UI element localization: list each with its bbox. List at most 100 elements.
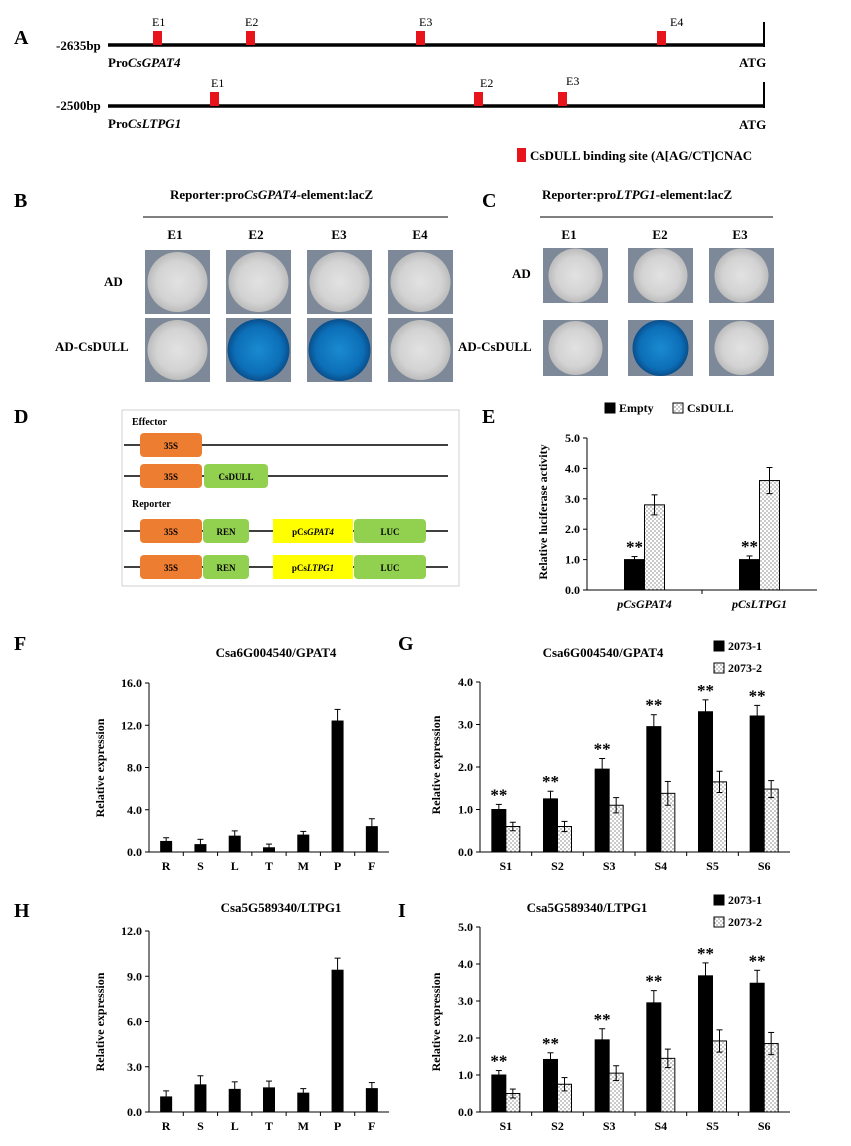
significance-mark: ** [542, 1034, 559, 1053]
bar [331, 720, 344, 853]
panel-c-plate-csdull-e1 [543, 320, 608, 376]
significance-mark: ** [645, 696, 662, 715]
x-tick-label: S6 [758, 859, 771, 873]
panel-c-row-ad-csdull: AD-CsDULL [458, 339, 532, 354]
significance-mark: ** [490, 1052, 507, 1071]
panel-c-col-e3: E3 [732, 227, 748, 242]
gpat4-site-label-e4: E4 [670, 15, 683, 29]
gpat4-site-label-e1: E1 [152, 15, 165, 29]
legend-label: 2073-1 [728, 639, 762, 653]
gpat4-stage-chart: Csa6G004540/GPAT4 Relative expression 0.0 1… [429, 639, 790, 873]
effector-csdull-35s-box [140, 464, 202, 488]
legend-swatch [713, 916, 725, 928]
construct-diagram: Effector 35S 35S CsDULL Reporter 35S REN… [121, 409, 460, 587]
x-tick-label: S5 [706, 859, 719, 873]
significance-mark: ** [626, 538, 643, 557]
significance-mark: ** [697, 681, 714, 700]
y1h-panel-gpat4: Reporter:proCsGPAT4-element:lacZ E1 E2 E… [55, 187, 453, 382]
y-tick-label: 0.0 [127, 1105, 142, 1119]
ltpg1-tissue-chart: Csa5G589340/LTPG1 Relative expression 0.0 3… [93, 900, 389, 1133]
panel-c-row-ad: AD [512, 266, 531, 281]
y-tick-label: 0.0 [458, 1105, 473, 1119]
x-tick-label: R [162, 859, 171, 873]
gpat4-atg-label: ATG [739, 55, 766, 70]
gpat4-site-e4 [657, 31, 666, 45]
luciferase-chart: Relative luciferase activity 0.0 1.0 2.0 3.0… [536, 401, 817, 611]
gpat4-start-label: -2635bp [56, 38, 101, 53]
panel-c-title: Reporter:proLTPG1-element:lacZ [542, 187, 732, 202]
reporter-ltpg1-35s-label: 35S [164, 563, 178, 573]
reporter-gpat4-promoter-box [273, 519, 353, 543]
x-tick-label: M [298, 1119, 309, 1133]
reporter-gpat4-luc-label: LUC [380, 527, 399, 537]
x-tick-label: pCsLTPG1 [731, 597, 787, 611]
gpat4-site-label-e3: E3 [419, 15, 432, 29]
y-tick-label: 5.0 [458, 920, 473, 934]
panel-letter-b: B [14, 190, 27, 212]
panel-b-col-e3: E3 [331, 227, 347, 242]
bar [698, 975, 713, 1113]
significance-mark: ** [542, 772, 559, 791]
y-tick-label: 1.0 [565, 553, 580, 567]
reporter-gpat4-promoter-label: pCsGPAT4 [292, 527, 334, 537]
y1h-panel-ltpg1: Reporter:proLTPG1-element:lacZ E1 E2 E3 … [458, 187, 774, 376]
x-tick-label: pCsGPAT4 [616, 597, 671, 611]
reporter-gpat4-luc-box [354, 519, 426, 543]
legend-label: CsDULL [687, 401, 734, 415]
significance-mark: ** [594, 740, 611, 759]
x-tick-label: R [162, 1119, 171, 1133]
ltpg1-site-e1 [210, 92, 219, 106]
gpat4-tissue-chart: Csa6G004540/GPAT4 Relative expression 0.0 4… [93, 645, 389, 873]
y-tick-label: 3.0 [127, 1060, 142, 1074]
legend-swatch [672, 402, 684, 414]
x-tick-label: F [368, 859, 375, 873]
y-tick-label: 4.0 [127, 803, 142, 817]
legend-label: 2073-1 [728, 893, 762, 907]
x-tick-label: F [368, 1119, 375, 1133]
bar [646, 726, 662, 853]
legend-swatch [713, 894, 725, 906]
reporter-label: Reporter [132, 499, 171, 510]
panel-b-plate-ad-e2 [226, 250, 291, 314]
panel-letter-h: H [14, 900, 30, 922]
y-tick-label: 9.0 [127, 969, 142, 983]
construct-diagram-frame [121, 409, 460, 587]
x-tick-label: S1 [499, 1119, 512, 1133]
y-axis-label: Relative expression [93, 972, 107, 1071]
x-tick-label: S [197, 1119, 204, 1133]
panel-letter-i: I [398, 900, 406, 922]
effector-csdull-label: CsDULL [218, 472, 253, 482]
legend-swatch [713, 662, 725, 674]
ltpg1-site-label-e2: E2 [480, 76, 493, 90]
chart-title: Csa5G589340/LTPG1 [221, 900, 342, 915]
x-tick-label: S3 [603, 1119, 616, 1133]
panel-letter-g: G [398, 633, 414, 655]
panel-c-col-e1: E1 [561, 227, 576, 242]
panel-b-col-e2: E2 [248, 227, 263, 242]
y-axis-label: Relative luciferase activity [536, 444, 550, 579]
panel-c-plate-csdull-e3 [709, 320, 774, 376]
ltpg1-site-e2 [474, 92, 483, 106]
gpat4-site-e1 [153, 31, 162, 45]
panel-c-plate-ad-e2 [628, 248, 693, 303]
panel-b-row-ad-csdull: AD-CsDULL [55, 339, 129, 354]
bar [739, 559, 760, 591]
y-tick-label: 1.0 [458, 803, 473, 817]
effector-label: Effector [132, 417, 168, 428]
significance-mark: ** [749, 951, 766, 970]
bar [644, 504, 665, 591]
y-tick-label: 2.0 [565, 522, 580, 536]
binding-site-legend-swatch [517, 148, 526, 162]
y-tick-label: 0.0 [127, 845, 142, 859]
effector-empty-35s-box [140, 433, 202, 457]
bar [759, 480, 780, 591]
bar [594, 768, 610, 853]
bar [543, 1058, 558, 1113]
bar [698, 711, 713, 853]
chart-title: Csa6G004540/GPAT4 [216, 645, 337, 660]
ltpg1-atg-label: ATG [739, 117, 766, 132]
x-tick-label: T [265, 1119, 273, 1133]
bar [331, 969, 344, 1113]
panel-c-plate-ad-e1 [543, 248, 608, 303]
panel-b-plate-ad-e3 [307, 250, 372, 314]
